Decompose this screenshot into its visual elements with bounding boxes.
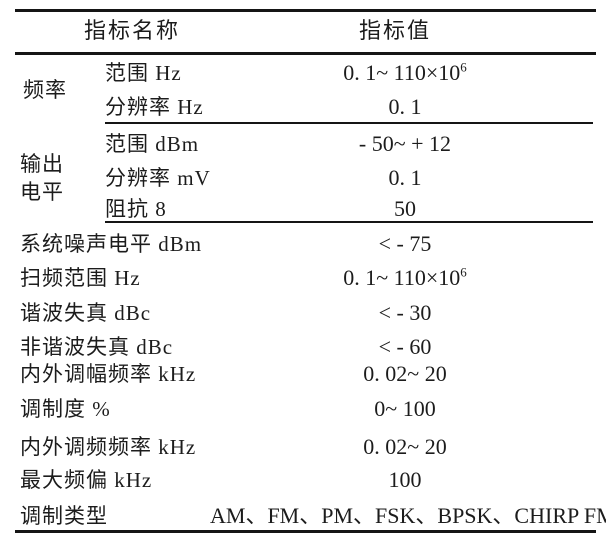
row-label: 内外调幅频率 kHz xyxy=(20,362,197,386)
row-label: 阻抗 8 xyxy=(105,197,167,221)
row-value: < - 30 xyxy=(378,300,432,325)
row-value: 0. 1~ 110×106 xyxy=(343,59,467,85)
table-row: 内外调频频率 kHz 0. 02~ 20 xyxy=(0,433,606,461)
table-row: 谐波失真 dBc < - 30 xyxy=(0,299,606,327)
row-value: 50 xyxy=(394,196,416,221)
row-label: 谐波失真 dBc xyxy=(20,301,152,325)
row-label: 系统噪声电平 dBm xyxy=(20,232,203,256)
table-row: 内外调幅频率 kHz 0. 02~ 20 xyxy=(0,360,606,388)
row-value: 100 xyxy=(388,467,422,492)
row-value: 0. 1~ 110×106 xyxy=(343,264,467,290)
row-label: 分辨率 mV xyxy=(105,166,211,190)
group-label-frequency: 频率 xyxy=(23,78,67,102)
row-label: 最大频偏 kHz xyxy=(20,468,153,492)
group-separator-rule xyxy=(105,122,593,124)
row-value: 0. 02~ 20 xyxy=(363,434,447,459)
row-label: 分辨率 Hz xyxy=(105,95,204,119)
table-row: 调制类型 AM、FM、PM、FSK、BPSK、CHIRP FM xyxy=(0,502,606,530)
table-row: 阻抗 8 50 xyxy=(0,195,606,223)
table-row: 最大频偏 kHz 100 xyxy=(0,466,606,494)
row-value: 0. 1 xyxy=(388,165,422,190)
row-value: 0~ 100 xyxy=(374,396,436,421)
row-value: < - 60 xyxy=(378,334,432,359)
row-label: 调制类型 xyxy=(20,504,108,528)
header-indicator-name: 指标名称 xyxy=(83,18,180,43)
superscript: 6 xyxy=(460,264,467,280)
group-separator-rule xyxy=(105,221,593,223)
table-row: 范围 dBm - 50~ + 12 xyxy=(0,130,606,158)
table-top-rule xyxy=(15,9,596,12)
row-label: 扫频范围 Hz xyxy=(20,266,141,290)
row-label: 调制度 % xyxy=(20,397,111,421)
row-label: 范围 Hz xyxy=(105,61,182,85)
row-value: < - 75 xyxy=(378,231,432,256)
table-row: 系统噪声电平 dBm < - 75 xyxy=(0,230,606,258)
header-separator-rule xyxy=(15,52,596,55)
row-value: AM、FM、PM、FSK、BPSK、CHIRP FM xyxy=(210,503,606,528)
group-label-output-level: 输出 电平 xyxy=(20,152,64,204)
row-value: 0. 02~ 20 xyxy=(363,361,447,386)
row-label: 内外调频频率 kHz xyxy=(20,435,197,459)
table-row: 分辨率 mV 0. 1 xyxy=(0,164,606,192)
row-label: 非谐波失真 dBc xyxy=(20,335,174,359)
table-row: 范围 Hz 0. 1~ 110×106 xyxy=(0,59,606,87)
row-value: - 50~ + 12 xyxy=(358,131,452,156)
table-row: 扫频范围 Hz 0. 1~ 110×106 xyxy=(0,264,606,292)
row-label: 范围 dBm xyxy=(105,132,200,156)
row-value: 0. 1 xyxy=(388,94,422,119)
table-row: 分辨率 Hz 0. 1 xyxy=(0,93,606,121)
table-row: 调制度 % 0~ 100 xyxy=(0,395,606,423)
table-bottom-rule xyxy=(15,530,596,533)
superscript: 6 xyxy=(460,59,467,75)
header-indicator-value: 指标值 xyxy=(358,18,431,43)
table-row: 非谐波失真 dBc < - 60 xyxy=(0,333,606,361)
